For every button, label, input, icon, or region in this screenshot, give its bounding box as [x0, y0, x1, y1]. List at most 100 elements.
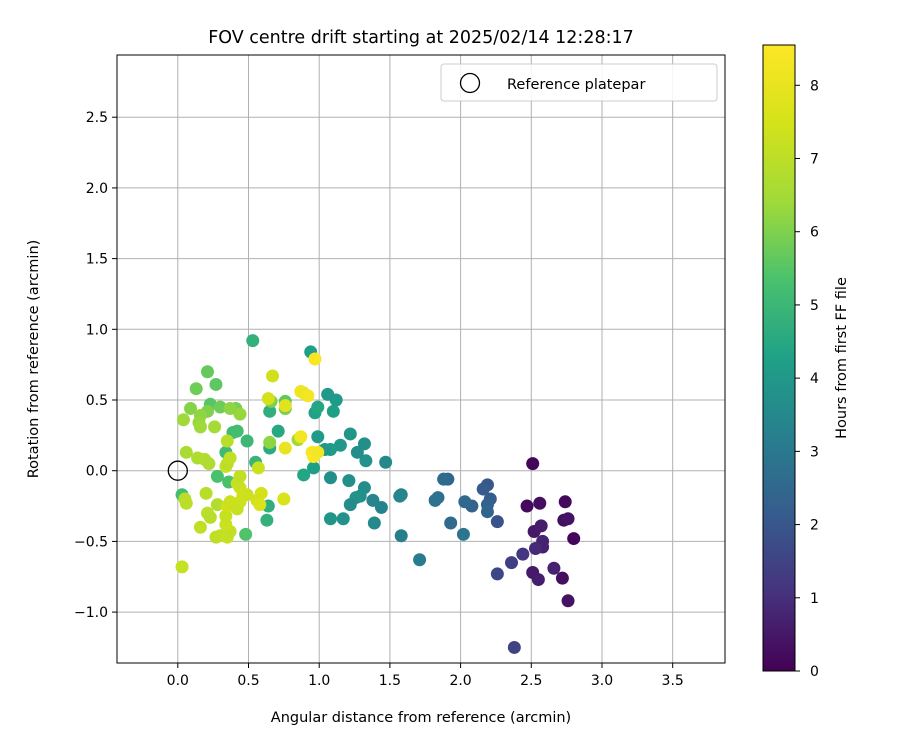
x-tick-label: 3.5: [662, 673, 684, 689]
data-point: [555, 571, 569, 585]
data-point: [520, 499, 534, 513]
data-point: [179, 445, 193, 459]
data-point: [253, 498, 267, 512]
data-point: [220, 434, 234, 448]
data-point: [307, 461, 321, 475]
y-tick-label: −0.5: [74, 534, 108, 550]
data-point: [561, 512, 575, 526]
data-point: [531, 573, 545, 587]
data-point: [359, 454, 373, 468]
x-tick-label: 3.0: [591, 673, 613, 689]
data-point: [526, 457, 540, 471]
x-tick-label: 2.0: [449, 673, 471, 689]
data-point: [343, 427, 357, 441]
data-point: [213, 400, 227, 414]
data-point: [413, 553, 427, 567]
data-point: [261, 392, 275, 406]
data-point: [366, 493, 380, 507]
data-point: [278, 399, 292, 413]
data-point: [240, 434, 254, 448]
data-point: [437, 472, 451, 486]
data-point: [176, 413, 190, 427]
data-point: [202, 457, 216, 471]
data-point: [278, 441, 292, 455]
data-point: [393, 489, 407, 503]
colorbar-tick-label: 2: [810, 518, 819, 534]
data-point: [394, 529, 408, 543]
data-point: [333, 438, 347, 452]
colorbar-tick-label: 3: [810, 444, 819, 460]
x-tick-label: 2.5: [520, 673, 542, 689]
data-point: [308, 352, 322, 366]
x-axis-label: Angular distance from reference (arcmin): [271, 710, 571, 726]
data-point: [561, 594, 575, 608]
y-tick-label: 0.0: [86, 464, 108, 480]
y-tick-label: 1.5: [86, 252, 108, 268]
data-point: [490, 567, 504, 581]
data-point: [251, 461, 265, 475]
data-point: [311, 400, 325, 414]
y-tick-label: −1.0: [74, 605, 108, 621]
data-point: [294, 430, 308, 444]
data-point: [480, 505, 494, 519]
data-point: [239, 527, 253, 541]
x-tick-label: 0.0: [167, 673, 189, 689]
data-point: [210, 469, 224, 483]
data-point: [311, 445, 325, 459]
data-point: [208, 420, 222, 434]
data-point: [379, 455, 393, 469]
data-point: [336, 512, 350, 526]
data-point: [271, 424, 285, 438]
data-point: [199, 486, 213, 500]
data-point: [507, 640, 521, 654]
colorbar-ticks: 0 1 2 3 4 5 6 7 8: [795, 78, 819, 680]
data-point: [444, 516, 458, 530]
colorbar-tick-label: 4: [810, 371, 819, 387]
x-tick-label: 1.5: [379, 673, 401, 689]
y-tick-label: 0.5: [86, 393, 108, 409]
colorbar-tick-label: 1: [810, 591, 819, 607]
colorbar-gradient: [762, 44, 796, 672]
data-points: [167, 334, 581, 654]
data-point: [230, 424, 244, 438]
x-tick-label: 1.0: [308, 673, 330, 689]
data-point: [342, 474, 356, 488]
x-tick-label: 0.5: [237, 673, 259, 689]
legend: Reference platepar: [440, 63, 718, 102]
chart-title: FOV centre drift starting at 2025/02/14 …: [208, 28, 634, 48]
legend-entry: Reference platepar: [507, 77, 645, 93]
data-point: [193, 520, 207, 534]
data-point: [184, 401, 198, 415]
data-point: [534, 519, 548, 533]
data-point: [533, 496, 547, 510]
reference-platepar-marker: [167, 460, 188, 481]
legend-reference-marker: [459, 72, 481, 94]
data-point: [219, 509, 233, 523]
data-point: [203, 510, 217, 524]
colorbar-tick-label: 8: [810, 78, 819, 94]
y-axis-label: Rotation from reference (arcmin): [26, 240, 42, 479]
colorbar-label: Hours from first FF file: [834, 277, 850, 439]
data-point: [558, 495, 572, 509]
data-point: [357, 437, 371, 451]
y-axis-ticks: −1.0 −0.5 0.0 0.5 1.0 1.5 2.0 2.5: [74, 110, 117, 621]
colorbar-tick-label: 0: [810, 664, 819, 680]
data-point: [263, 435, 277, 449]
data-point: [343, 498, 357, 512]
data-point: [223, 451, 237, 465]
data-point: [476, 482, 490, 496]
colorbar-tick-label: 7: [810, 151, 819, 167]
data-point: [277, 492, 291, 506]
data-point: [321, 387, 335, 401]
data-point: [311, 430, 325, 444]
data-point: [324, 471, 338, 485]
data-point: [516, 547, 530, 561]
data-point: [233, 407, 247, 421]
data-point: [458, 495, 472, 509]
data-point: [223, 401, 237, 415]
x-axis-ticks: 0.0 0.5 1.0 1.5 2.0 2.5 3.0 3.5: [167, 663, 684, 689]
data-point: [260, 513, 274, 527]
data-point: [297, 468, 311, 482]
data-point: [301, 389, 315, 403]
